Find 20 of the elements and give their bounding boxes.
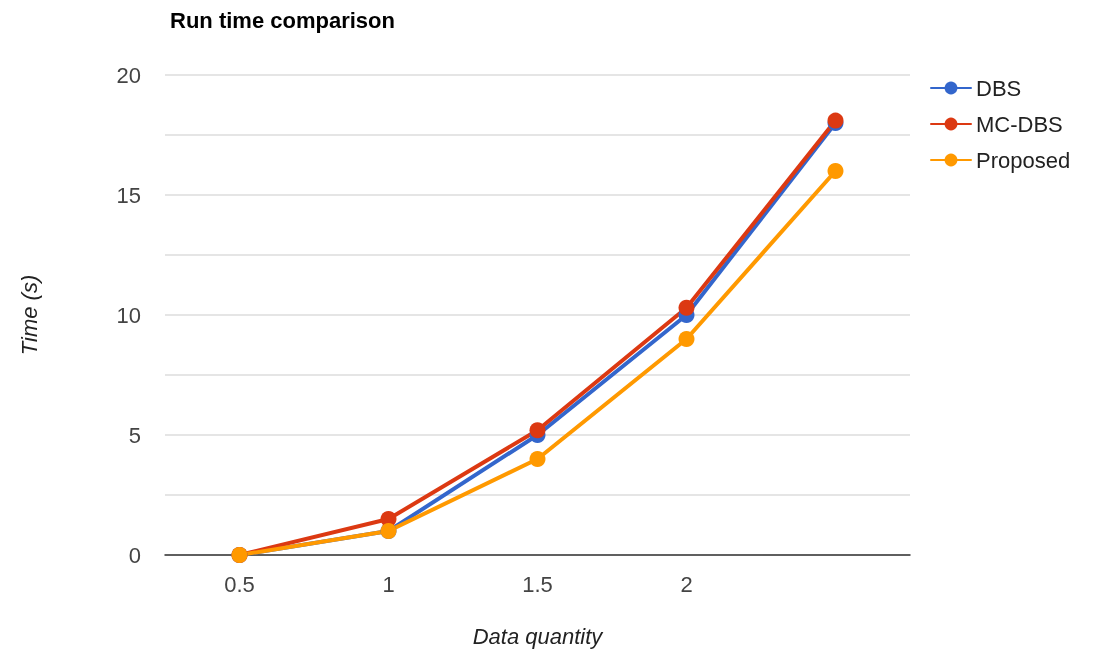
y-tick-label: 0: [128, 542, 141, 568]
x-tick-label: 1: [382, 571, 395, 597]
y-tick-label: 10: [116, 302, 141, 328]
point: [827, 163, 844, 179]
legend-label: MC-DBS: [976, 111, 1063, 137]
point: [678, 331, 695, 347]
point: [678, 299, 695, 316]
x-tick-label: 2: [680, 571, 693, 597]
y-axis-title: Time (s): [16, 274, 42, 356]
legend-label: DBS: [976, 75, 1022, 101]
y-tick-label: 5: [128, 422, 141, 448]
x-tick-label: 0.5: [224, 571, 255, 597]
chart-title: Run time comparison: [170, 7, 395, 33]
point: [529, 422, 546, 439]
y-tick-label: 20: [116, 62, 141, 88]
point: [529, 451, 546, 467]
legend-label: Proposed: [976, 147, 1071, 173]
y-tick-label: 15: [116, 182, 141, 208]
x-tick-label: 1.5: [522, 571, 553, 597]
x-axis-title: Data quantity: [472, 623, 605, 649]
